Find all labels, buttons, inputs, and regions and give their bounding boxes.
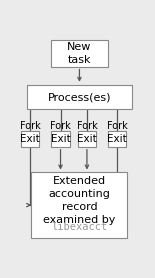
Text: Exit: Exit xyxy=(51,134,70,144)
Text: Fork: Fork xyxy=(107,121,128,131)
Text: Exit: Exit xyxy=(107,134,127,144)
Text: Fork: Fork xyxy=(20,121,41,131)
Text: Extended
accounting
record
examined by: Extended accounting record examined by xyxy=(43,176,116,225)
Bar xyxy=(27,85,132,109)
Text: Exit: Exit xyxy=(77,134,97,144)
Bar xyxy=(108,131,126,147)
Text: Process(es): Process(es) xyxy=(48,92,111,102)
Text: Fork: Fork xyxy=(77,121,97,131)
Text: Exit: Exit xyxy=(20,134,40,144)
Bar xyxy=(21,131,39,147)
Bar xyxy=(78,131,96,147)
Text: Fork: Fork xyxy=(50,121,71,131)
Text: libexacct: libexacct xyxy=(51,222,108,232)
Bar xyxy=(51,40,108,66)
Text: New
task: New task xyxy=(67,42,92,64)
Bar xyxy=(31,172,128,238)
Bar xyxy=(51,131,70,147)
